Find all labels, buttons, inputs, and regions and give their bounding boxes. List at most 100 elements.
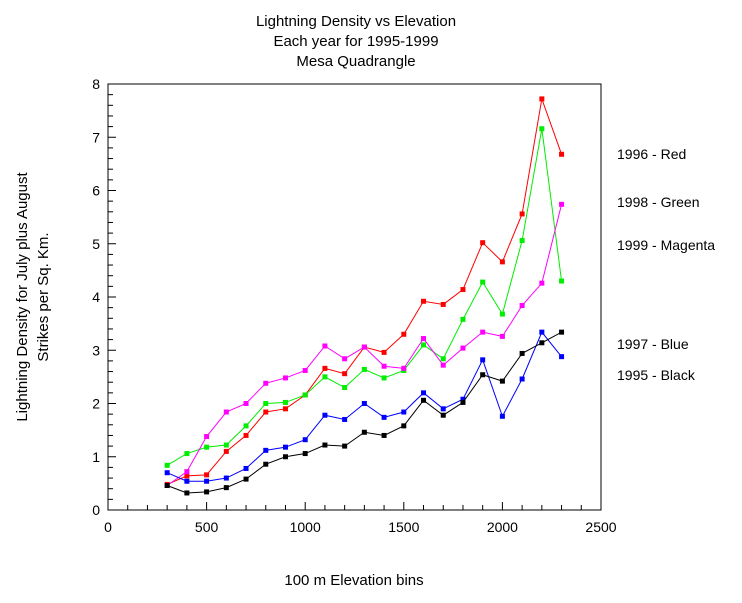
data-point: [519, 350, 525, 356]
data-point: [184, 469, 190, 475]
data-point: [302, 451, 308, 457]
x-tick-label: 1500: [388, 519, 419, 535]
data-point: [322, 343, 328, 349]
y-tick-label: 2: [92, 396, 100, 412]
data-point: [361, 429, 367, 435]
data-point: [263, 447, 269, 453]
series-group: [164, 96, 565, 496]
data-point: [204, 472, 210, 478]
data-point: [519, 238, 525, 244]
data-point: [243, 423, 249, 429]
data-point: [361, 366, 367, 372]
data-point: [164, 470, 170, 476]
data-point: [223, 485, 229, 491]
data-point: [440, 362, 446, 368]
data-point: [539, 126, 545, 132]
data-point: [480, 240, 486, 246]
data-point: [401, 423, 407, 429]
x-axis-label: 100 m Elevation bins: [284, 572, 423, 589]
data-point: [401, 365, 407, 371]
data-point: [164, 462, 170, 468]
x-tick-label: 0: [104, 519, 112, 535]
series-1996-red: [164, 96, 565, 487]
data-point: [223, 442, 229, 448]
data-point: [342, 356, 348, 362]
data-point: [204, 489, 210, 495]
series-1997-blue: [164, 329, 565, 484]
data-point: [559, 329, 565, 335]
data-point: [519, 303, 525, 309]
data-point: [519, 376, 525, 382]
data-point: [559, 354, 565, 360]
legend-entry: 1995 - Black: [617, 367, 696, 383]
y-tick-label: 6: [92, 183, 100, 199]
data-point: [559, 151, 565, 157]
data-point: [184, 478, 190, 484]
data-point: [440, 412, 446, 418]
data-point: [282, 406, 288, 412]
legend: 1996 - Red 1998 - Green 1999 - Magenta 1997…: [617, 146, 715, 383]
data-point: [460, 399, 466, 405]
y-tick-label: 1: [92, 449, 100, 465]
data-point: [421, 397, 427, 403]
data-point: [263, 409, 269, 415]
data-point: [440, 356, 446, 362]
y-tick-label: 0: [92, 502, 100, 518]
data-point: [342, 371, 348, 377]
data-point: [381, 375, 387, 381]
data-point: [184, 451, 190, 457]
data-point: [243, 432, 249, 438]
data-point: [480, 372, 486, 378]
y-axis-label: Lightning Density for July plus August S…: [14, 172, 52, 422]
data-point: [381, 414, 387, 420]
data-point: [539, 96, 545, 102]
data-point: [460, 396, 466, 402]
data-point: [381, 363, 387, 369]
chart-title-line-2: Each year for 1995-1999: [273, 33, 438, 50]
data-point: [342, 416, 348, 422]
y-axis-label-line-1: Lightning Density for July plus August: [14, 172, 31, 422]
chart-title: Lightning Density vs Elevation Each year…: [256, 13, 456, 70]
series-1995-black: [164, 329, 565, 496]
data-point: [480, 279, 486, 285]
data-point: [499, 378, 505, 384]
data-point: [302, 367, 308, 373]
data-point: [539, 340, 545, 346]
data-point: [282, 454, 288, 460]
data-point: [184, 473, 190, 479]
data-point: [539, 280, 545, 286]
data-point: [460, 345, 466, 351]
legend-entry: 1999 - Magenta: [617, 237, 715, 253]
data-point: [519, 211, 525, 217]
data-point: [263, 401, 269, 406]
data-point: [322, 374, 328, 380]
data-point: [204, 434, 210, 440]
data-point: [539, 329, 545, 335]
data-point: [559, 278, 565, 284]
data-point: [322, 412, 328, 418]
data-point: [440, 301, 446, 307]
data-point: [381, 432, 387, 438]
data-point: [282, 399, 288, 405]
x-tick-label: 2500: [585, 519, 616, 535]
data-point: [460, 287, 466, 293]
series-line: [166, 96, 563, 485]
series-line: [166, 331, 562, 482]
x-tick-label: 1000: [290, 519, 321, 535]
legend-entry: 1996 - Red: [617, 146, 686, 162]
data-point: [421, 336, 427, 342]
data-point: [499, 259, 505, 265]
data-point: [401, 409, 407, 415]
y-tick-label: 8: [92, 76, 100, 92]
data-point: [204, 478, 210, 484]
data-point: [440, 406, 446, 412]
legend-entry: 1998 - Green: [617, 194, 700, 210]
data-point: [164, 483, 170, 489]
x-tick-label: 500: [195, 519, 219, 535]
data-point: [263, 461, 269, 467]
data-point: [223, 448, 229, 454]
data-point: [223, 409, 229, 415]
chart-title-line-3: Mesa Quadrangle: [296, 53, 415, 70]
data-point: [421, 390, 427, 396]
